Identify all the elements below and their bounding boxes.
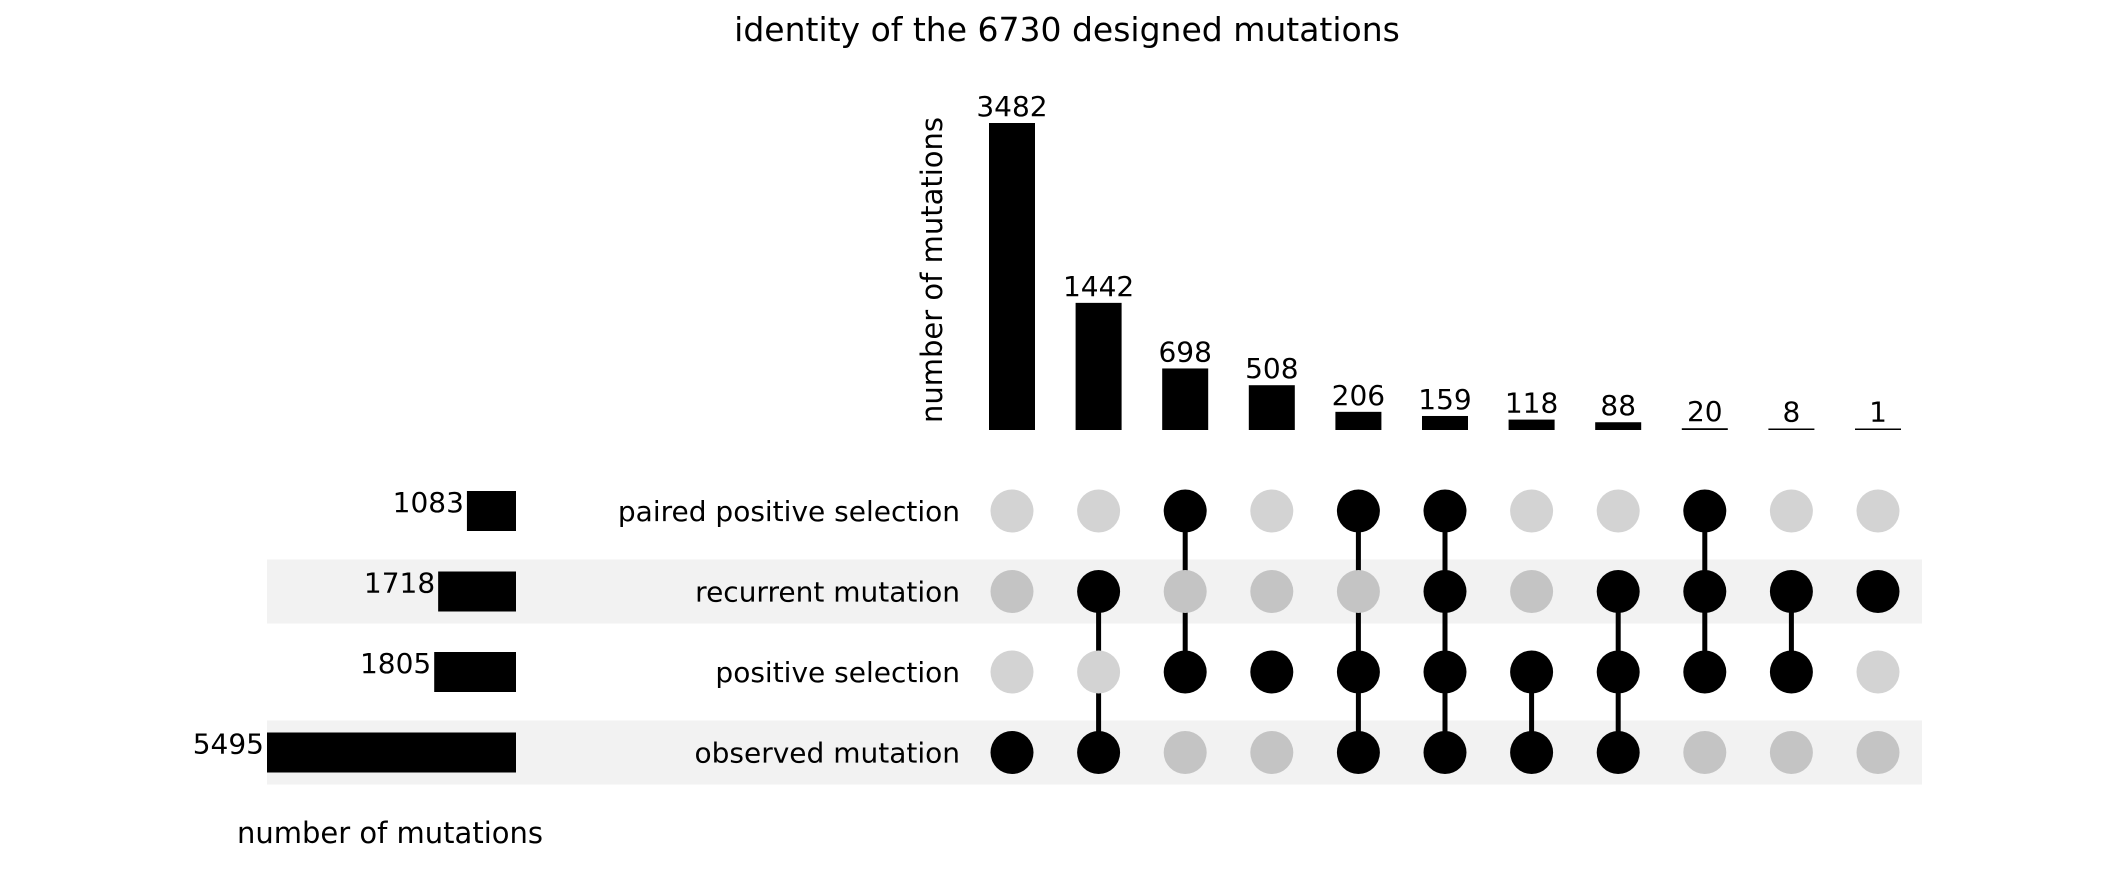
matrix-dot-active (1856, 570, 1900, 613)
matrix-dot-active (1077, 570, 1121, 613)
matrix-dot-inactive (1856, 731, 1900, 774)
matrix-dot-inactive (1856, 650, 1900, 694)
matrix-dot-active (1596, 731, 1640, 774)
intersection-value-label: 159 (1418, 383, 1471, 416)
matrix-dot-inactive (990, 650, 1034, 694)
matrix-dot-inactive (1769, 731, 1813, 774)
matrix-dot-active (990, 731, 1034, 774)
matrix-dot-active (1769, 570, 1813, 613)
matrix-dot-active (1423, 650, 1467, 694)
intersection-value-label: 1442 (1063, 270, 1134, 303)
matrix-dot-inactive (1769, 489, 1813, 533)
intersection-bar (1508, 419, 1555, 430)
set-size-axis-label: number of mutations (237, 816, 543, 850)
set-size-bar (466, 491, 516, 531)
matrix-dot-inactive (1683, 731, 1727, 774)
set-size-value-label: 1805 (360, 647, 431, 680)
matrix-dot-active (1683, 570, 1727, 613)
intersection-bar (1075, 302, 1122, 430)
intersection-bar (1162, 368, 1209, 430)
matrix-dot-inactive (990, 489, 1034, 533)
matrix-dot-inactive (1163, 731, 1207, 774)
set-size-value-label: 1718 (364, 567, 435, 600)
intersection-value-label: 1 (1869, 396, 1887, 429)
set-size-bar (434, 652, 516, 692)
set-size-bars (267, 491, 516, 773)
intersection-value-label: 3482 (976, 90, 1047, 123)
intersection-value-label: 118 (1505, 387, 1558, 420)
set-name-label: paired positive selection (618, 495, 960, 528)
matrix-dot-active (1423, 731, 1467, 774)
intersection-bar (1768, 428, 1815, 430)
matrix-dot-active (1336, 731, 1380, 774)
intersection-bar (1422, 415, 1468, 430)
set-size-value-labels: 1083 1718 1805 5495 (193, 486, 464, 761)
matrix-dot-active (1423, 570, 1467, 613)
matrix-dot-inactive (1596, 489, 1640, 533)
chart-title: identity of the 6730 designed mutations (734, 10, 1400, 49)
set-name-label: observed mutation (695, 737, 961, 770)
matrix-dot-inactive (1077, 650, 1121, 694)
matrix-dot-active (1510, 731, 1554, 774)
intersection-value-label: 206 (1332, 379, 1385, 412)
matrix-dot-active (1163, 489, 1207, 533)
matrix-dot-inactive (1250, 570, 1294, 613)
set-size-bar (438, 571, 516, 612)
matrix-dot-active (1077, 731, 1121, 774)
set-name-label: recurrent mutation (695, 576, 960, 609)
intersection-axis-label: number of mutations (915, 117, 949, 423)
matrix-dot-inactive (1510, 570, 1554, 613)
matrix-dot-inactive (990, 570, 1034, 613)
matrix-dot-active (1683, 489, 1727, 533)
matrix-dot-active (1163, 650, 1207, 694)
matrix-dot-active (1596, 570, 1640, 613)
intersection-bar (1855, 428, 1901, 430)
intersection-value-label: 8 (1782, 396, 1800, 429)
intersection-bars (989, 123, 1901, 430)
intersection-bar (1335, 411, 1382, 430)
matrix-dot-inactive (1250, 489, 1294, 533)
intersection-value-label: 698 (1158, 335, 1211, 368)
set-size-bar (267, 732, 516, 773)
set-name-labels: paired positive selection recurrent mutat… (618, 495, 960, 770)
matrix-dot-inactive (1856, 489, 1900, 533)
intersection-bar (1681, 428, 1728, 430)
membership-matrix (990, 489, 1900, 774)
intersection-value-label: 508 (1245, 352, 1298, 385)
matrix-dot-inactive (1163, 570, 1207, 613)
intersection-bar (1595, 422, 1642, 430)
matrix-dot-active (1596, 650, 1640, 694)
matrix-dot-active (1336, 650, 1380, 694)
intersection-bar (1248, 385, 1295, 430)
intersection-bar (989, 123, 1035, 430)
matrix-dot-active (1423, 489, 1467, 533)
intersection-value-label: 20 (1687, 395, 1723, 428)
matrix-dot-inactive (1510, 489, 1554, 533)
matrix-dot-active (1769, 650, 1813, 694)
intersection-value-label: 88 (1600, 389, 1636, 422)
matrix-dot-inactive (1250, 731, 1294, 774)
matrix-dot-inactive (1077, 489, 1121, 533)
intersection-value-labels: 3482 1442 698 508 206 159 118 88 20 8 1 (976, 90, 1887, 429)
matrix-dot-inactive (1336, 570, 1380, 613)
set-name-label: positive selection (715, 656, 960, 689)
matrix-dot-active (1510, 650, 1554, 694)
matrix-dot-active (1250, 650, 1294, 694)
matrix-dot-active (1683, 650, 1727, 694)
set-size-value-label: 5495 (193, 728, 264, 761)
set-size-value-label: 1083 (393, 486, 464, 519)
matrix-dot-active (1336, 489, 1380, 533)
